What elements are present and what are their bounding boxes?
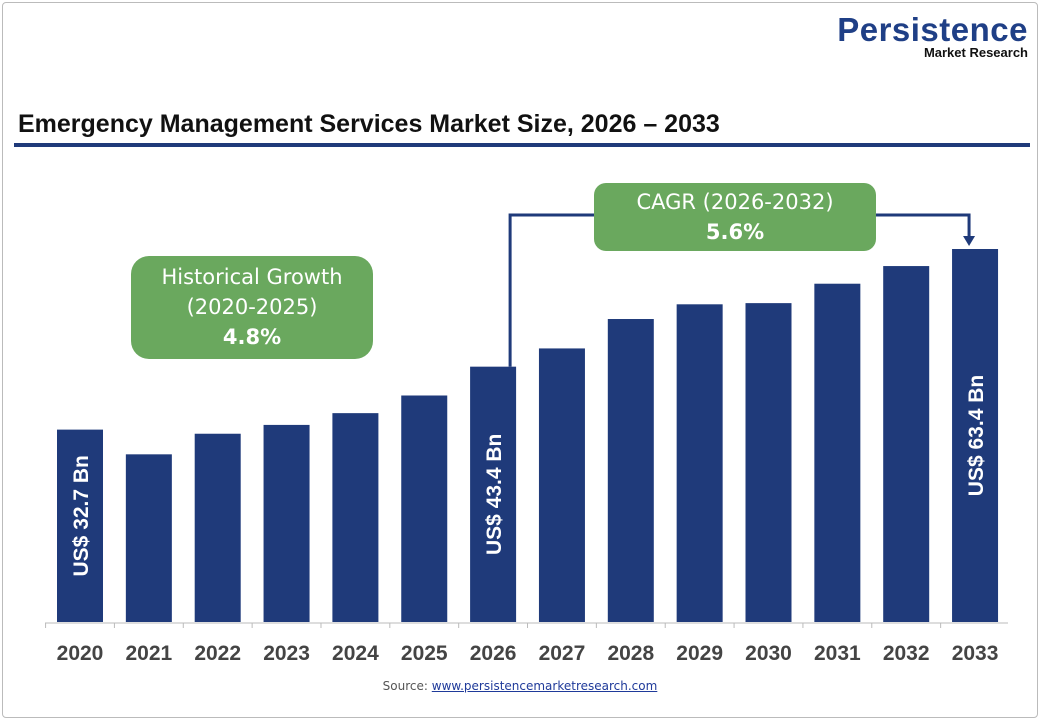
x-tick-label-2028: 2028 xyxy=(607,642,654,665)
bar-2026 xyxy=(470,366,517,622)
logo-subtitle: Market Research xyxy=(923,45,1028,60)
source-link[interactable]: www.persistencemarketresearch.com xyxy=(431,679,658,693)
x-tick-label-2030: 2030 xyxy=(745,642,792,665)
cagr-label: CAGR (2026-2032) xyxy=(636,190,834,214)
bar-2032 xyxy=(883,266,930,622)
historical-growth-callout: Historical Growth (2020-2025) 4.8% xyxy=(131,256,373,359)
cagr-value: 5.6% xyxy=(705,220,765,244)
bar-2024 xyxy=(332,413,379,622)
source-label: Source: xyxy=(382,679,428,693)
bar-2033 xyxy=(952,249,999,622)
historical-label: Historical Growth xyxy=(161,265,343,289)
bar-2020 xyxy=(57,429,103,622)
bar-2031 xyxy=(814,283,861,622)
x-tick-label-2032: 2032 xyxy=(883,642,930,665)
chart-title: Emergency Management Services Market Siz… xyxy=(18,110,720,138)
bar-2027 xyxy=(538,348,585,622)
data-label-2020: US$ 32.7 Bn xyxy=(70,455,93,576)
bar-2023 xyxy=(263,424,310,622)
x-tick-label-2023: 2023 xyxy=(263,642,310,665)
bar-2028 xyxy=(607,319,654,622)
data-label-2026: US$ 43.4 Bn xyxy=(483,434,506,555)
bar-2029 xyxy=(676,304,723,622)
x-tick-label-2031: 2031 xyxy=(814,642,861,665)
title-divider xyxy=(14,143,1030,147)
bar-2021 xyxy=(125,454,172,622)
logo: Persistence Market Research xyxy=(837,11,1028,60)
x-tick-label-2033: 2033 xyxy=(952,642,999,665)
x-tick-label-2024: 2024 xyxy=(332,642,379,665)
x-tick-label-2025: 2025 xyxy=(401,642,448,665)
bar-2025 xyxy=(401,395,448,622)
historical-value: 4.8% xyxy=(222,325,282,349)
historical-period: (2020-2025) xyxy=(186,295,318,319)
x-tick-label-2029: 2029 xyxy=(676,642,723,665)
bar-2030 xyxy=(745,303,792,622)
cagr-callout: CAGR (2026-2032) 5.6% xyxy=(594,183,876,251)
x-tick-label-2020: 2020 xyxy=(57,642,104,665)
data-label-2033: US$ 63.4 Bn xyxy=(965,375,988,496)
source: Source: www.persistencemarketresearch.co… xyxy=(0,679,1040,693)
arrow-down-icon xyxy=(963,236,976,246)
x-tick-label-2026: 2026 xyxy=(470,642,517,665)
x-tick-label-2021: 2021 xyxy=(125,642,172,665)
x-tick-label-2022: 2022 xyxy=(194,642,241,665)
x-tick-label-2027: 2027 xyxy=(539,642,586,665)
bar-2022 xyxy=(194,433,241,622)
logo-name: Persistence xyxy=(837,11,1028,48)
